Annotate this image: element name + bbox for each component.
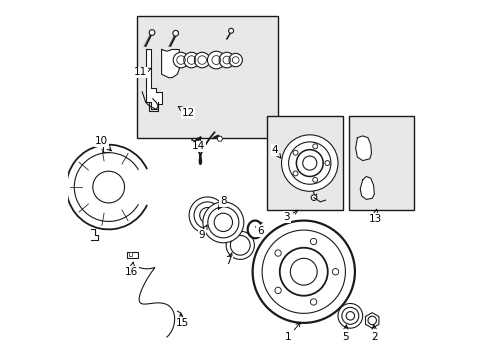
Circle shape <box>199 207 215 223</box>
Circle shape <box>279 248 327 296</box>
Text: 14: 14 <box>192 138 205 152</box>
Circle shape <box>312 144 317 149</box>
Text: 6: 6 <box>255 226 263 236</box>
Circle shape <box>346 312 354 320</box>
Circle shape <box>310 195 316 201</box>
Circle shape <box>341 307 358 324</box>
Text: 12: 12 <box>178 107 194 118</box>
Text: 10: 10 <box>95 136 111 151</box>
Circle shape <box>219 52 234 68</box>
Circle shape <box>252 221 354 323</box>
Circle shape <box>324 161 329 166</box>
Bar <box>267 117 343 210</box>
Circle shape <box>189 197 225 234</box>
Circle shape <box>292 171 297 176</box>
Text: 16: 16 <box>125 262 138 277</box>
Polygon shape <box>193 140 198 145</box>
Text: 3: 3 <box>283 210 297 222</box>
Circle shape <box>274 287 281 293</box>
Bar <box>128 252 132 256</box>
Circle shape <box>292 150 297 155</box>
Bar <box>127 252 138 258</box>
Circle shape <box>262 230 345 313</box>
Polygon shape <box>355 136 371 161</box>
Polygon shape <box>161 49 179 78</box>
Circle shape <box>228 53 242 67</box>
Circle shape <box>337 303 362 328</box>
Polygon shape <box>145 49 161 109</box>
Text: 8: 8 <box>218 196 226 210</box>
Text: 13: 13 <box>367 209 381 224</box>
Circle shape <box>149 30 155 35</box>
Circle shape <box>228 28 233 33</box>
Bar <box>348 117 413 210</box>
Circle shape <box>281 135 337 191</box>
Circle shape <box>173 52 188 68</box>
Bar <box>137 16 278 138</box>
Text: 2: 2 <box>371 325 378 342</box>
Circle shape <box>274 250 281 256</box>
Circle shape <box>173 30 178 36</box>
Circle shape <box>312 177 317 182</box>
Text: 4: 4 <box>271 145 280 158</box>
Circle shape <box>183 52 199 68</box>
Circle shape <box>194 52 209 68</box>
Text: 1: 1 <box>285 322 300 342</box>
Circle shape <box>214 213 232 231</box>
Polygon shape <box>217 136 222 141</box>
Circle shape <box>296 150 323 176</box>
Circle shape <box>203 202 244 243</box>
Text: 5: 5 <box>341 325 347 342</box>
Circle shape <box>230 235 250 255</box>
Circle shape <box>332 269 338 275</box>
Circle shape <box>194 202 221 229</box>
Text: 9: 9 <box>199 225 206 240</box>
Polygon shape <box>360 176 374 199</box>
Circle shape <box>310 238 316 245</box>
Circle shape <box>207 207 238 238</box>
Polygon shape <box>365 312 378 328</box>
Text: 15: 15 <box>176 314 189 328</box>
Circle shape <box>290 258 317 285</box>
Text: 11: 11 <box>134 67 151 77</box>
Circle shape <box>225 231 254 259</box>
Text: 7: 7 <box>225 253 232 266</box>
Circle shape <box>310 299 316 305</box>
Circle shape <box>207 51 224 69</box>
